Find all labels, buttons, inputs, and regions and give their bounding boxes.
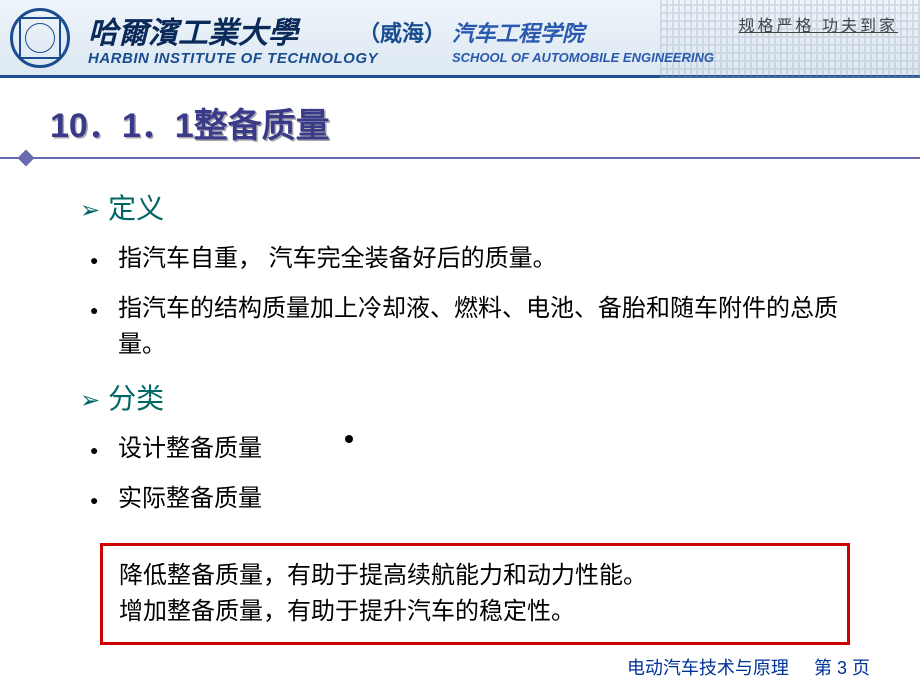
university-motto: 规格严格 功夫到家 — [739, 12, 898, 36]
category-item-1: 设计整备质量 — [90, 431, 870, 467]
school-name-en: SCHOOL OF AUTOMOBILE ENGINEERING — [452, 50, 714, 65]
highlight-line-1: 降低整备质量，有助于提高续航能力和动力性能。 — [119, 558, 831, 594]
section-text: 整备质量 — [194, 107, 330, 145]
page-prefix: 第 — [814, 658, 832, 678]
university-name-cn: 哈爾濱工業大學 — [88, 8, 298, 52]
slide-content: 10．1．1整备质量 定义 指汽车自重， 汽车完全装备好后的质量。 指汽车的结构… — [0, 78, 920, 645]
page-suffix: 页 — [852, 658, 870, 678]
title-divider — [0, 157, 920, 159]
section-number: 10．1．1 — [50, 107, 194, 145]
highlight-box: 降低整备质量，有助于提高续航能力和动力性能。 增加整备质量，有助于提升汽车的稳定… — [100, 543, 850, 645]
campus-name: （威海） — [358, 16, 446, 48]
highlight-line-2: 增加整备质量，有助于提升汽车的稳定性。 — [119, 594, 831, 630]
section-title: 10．1．1整备质量 — [50, 98, 870, 147]
slide-header: 哈爾濱工業大學 （威海） HARBIN INSTITUTE OF TECHNOL… — [0, 0, 920, 78]
definition-item-1: 指汽车自重， 汽车完全装备好后的质量。 — [90, 241, 870, 277]
logo-inner-icon — [19, 17, 61, 59]
subheading-definition: 定义 — [80, 187, 870, 227]
slide-footer: 电动汽车技术与原理 第 3 页 — [627, 654, 870, 680]
subheading-category: 分类 — [80, 377, 870, 417]
page-number: 3 — [837, 658, 847, 678]
course-name: 电动汽车技术与原理 — [627, 658, 789, 678]
university-logo — [10, 8, 70, 68]
category-item-2: 实际整备质量 — [90, 481, 870, 517]
definition-item-2: 指汽车的结构质量加上冷却液、燃料、电池、备胎和随车附件的总质量。 — [90, 291, 870, 363]
university-name-en: HARBIN INSTITUTE OF TECHNOLOGY — [88, 50, 378, 67]
school-name-cn: 汽车工程学院 — [452, 16, 584, 48]
